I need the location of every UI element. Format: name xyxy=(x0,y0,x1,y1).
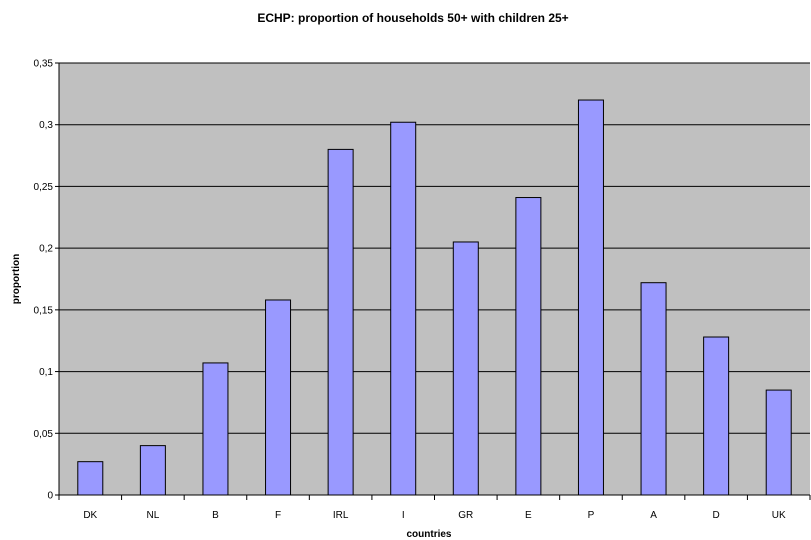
bar-gr xyxy=(452,241,479,496)
chart-title: ECHP: proportion of households 50+ with … xyxy=(257,11,568,25)
gridlines xyxy=(59,62,810,434)
bar-f xyxy=(265,299,292,496)
y-axis-title: proportion xyxy=(11,254,22,305)
bar-d xyxy=(703,336,730,496)
x-tick-label: E xyxy=(525,510,532,521)
bar-e xyxy=(515,197,542,496)
x-tick-label: DK xyxy=(83,510,97,521)
x-tick-label: A xyxy=(650,510,657,521)
x-tick-label: GR xyxy=(458,510,473,521)
bar-irl xyxy=(327,148,354,496)
x-tick-label: I xyxy=(402,510,405,521)
y-tick-label: 0 xyxy=(47,491,53,502)
bar-nl xyxy=(139,445,166,496)
x-tick-label: UK xyxy=(772,510,786,521)
bar-uk xyxy=(765,389,792,496)
x-tick-label: D xyxy=(713,510,720,521)
y-tick-label: 0,15 xyxy=(34,305,54,316)
x-tick-label: B xyxy=(212,510,219,521)
bar-a xyxy=(640,282,667,496)
bar-dk xyxy=(77,461,104,496)
y-tick-labels: 0 0,05 0,1 0,15 0,2 0,25 0,3 0,35 xyxy=(34,59,54,502)
bar-i xyxy=(390,121,417,496)
y-tick-label: 0,05 xyxy=(34,429,54,440)
bars-group xyxy=(77,99,792,496)
x-tick-label: IRL xyxy=(333,510,349,521)
y-tick-label: 0,3 xyxy=(39,120,53,131)
bar-b xyxy=(202,362,229,496)
plot-area xyxy=(59,63,810,495)
x-tick-label: F xyxy=(275,510,281,521)
y-tick-label: 0,1 xyxy=(39,367,53,378)
x-tick-label: NL xyxy=(146,510,159,521)
axes xyxy=(55,62,811,500)
y-tick-label: 0,2 xyxy=(39,244,53,255)
bar-p xyxy=(577,99,604,496)
y-tick-label: 0,25 xyxy=(34,182,54,193)
x-axis-title: countries xyxy=(406,529,451,540)
y-tick-label: 0,35 xyxy=(34,59,54,70)
x-tick-label: P xyxy=(588,510,595,521)
x-tick-labels: DK NL B F IRL I GR E P A D UK xyxy=(83,510,786,521)
